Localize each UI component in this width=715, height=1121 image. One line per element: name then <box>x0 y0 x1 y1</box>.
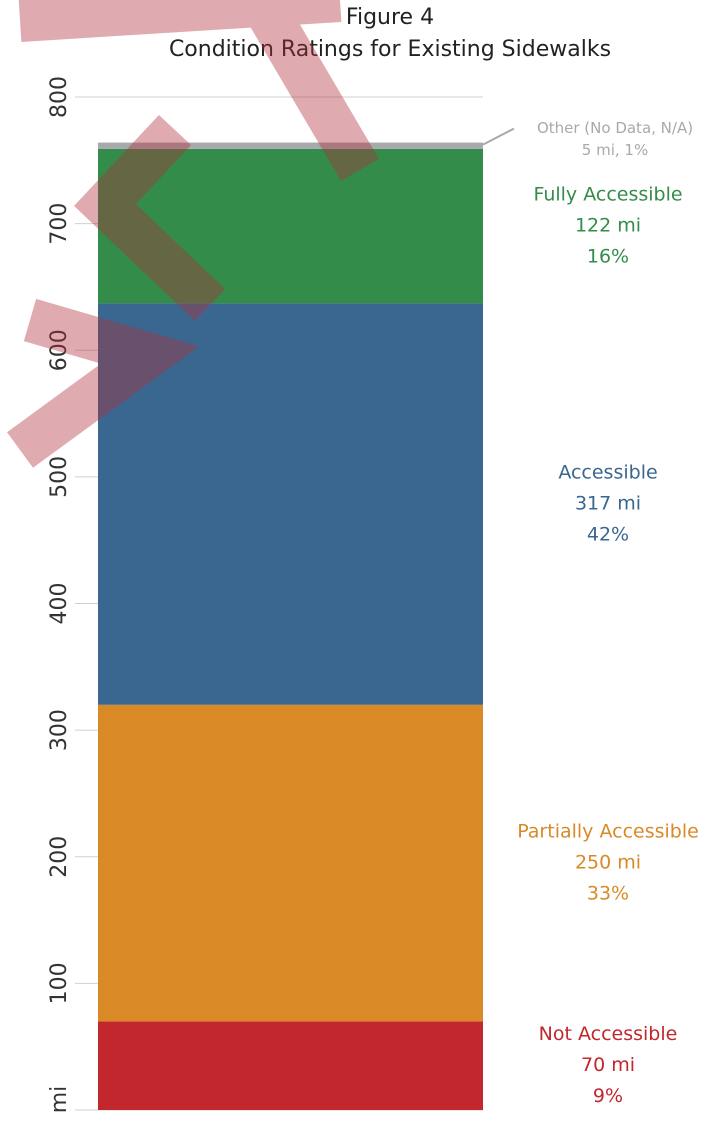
draft-watermark <box>7 0 379 468</box>
share-label: 33% <box>587 883 629 905</box>
bar-segment <box>98 1021 483 1110</box>
legend-label: Fully Accessible <box>533 184 682 206</box>
legend-label: Other (No Data, N/A) <box>537 119 693 137</box>
y-tick-label: 300 <box>47 709 72 751</box>
legend-label: Partially Accessible <box>517 821 699 843</box>
y-tick-label: 700 <box>47 203 72 245</box>
y-tick-label: 100 <box>47 962 72 1004</box>
watermark-stroke <box>74 114 226 321</box>
bar-segment <box>98 142 483 149</box>
value-label: 5 mi, 1% <box>582 141 648 159</box>
share-label: 9% <box>593 1085 623 1107</box>
value-label: 250 mi <box>575 852 641 874</box>
share-label: 16% <box>587 246 629 268</box>
leader-line <box>482 127 515 146</box>
bar-segment <box>98 303 483 705</box>
chart-subtitle: Condition Ratings for Existing Sidewalks <box>169 37 611 62</box>
watermark-stroke <box>18 0 342 42</box>
bar-segment <box>98 704 483 1022</box>
share-label: 42% <box>587 524 629 546</box>
watermark-stroke <box>241 0 379 182</box>
bar-segment <box>98 148 483 304</box>
chart-title: Figure 4 <box>346 5 434 30</box>
legend-label: Accessible <box>558 462 657 484</box>
plot: 0 mi 100 200 300 400 500 600 700 800 Not Accessib… <box>47 76 699 1121</box>
y-tick-label: 500 <box>47 456 72 498</box>
y-tick-label: 400 <box>47 583 72 625</box>
y-tick-label: 600 <box>47 329 72 371</box>
value-label: 70 mi <box>581 1054 635 1076</box>
y-tick-label: 0 mi <box>47 1086 72 1117</box>
watermark-stroke <box>7 298 200 468</box>
y-tick-label: 800 <box>47 76 72 118</box>
legend-label: Not Accessible <box>539 1023 678 1045</box>
y-tick-label: 200 <box>47 836 72 878</box>
value-label: 122 mi <box>575 215 641 237</box>
value-label: 317 mi <box>575 493 641 515</box>
